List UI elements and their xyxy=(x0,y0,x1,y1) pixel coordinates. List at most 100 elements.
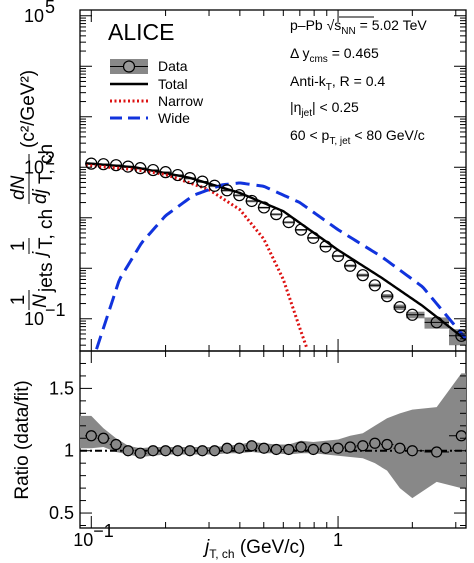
ratio-y-tick-label: 1 xyxy=(64,441,74,461)
annotation-pt-sub: T, jet xyxy=(329,136,350,147)
data-point xyxy=(393,301,406,314)
ylabel-units: (c²/GeV²) xyxy=(18,70,39,148)
annotation-rapidity-sub: cms xyxy=(309,54,327,65)
y-tick-label-exp: 5 xyxy=(45,0,55,17)
ratio-point xyxy=(332,442,344,454)
annotation-pt: 60 < p xyxy=(290,127,330,143)
legend-label-narrow: Narrow xyxy=(158,93,204,109)
ratio-band xyxy=(80,373,466,499)
ratio-point xyxy=(159,445,172,457)
ratio-point xyxy=(258,442,270,454)
ratio-y-tick-label: 1.5 xyxy=(49,378,74,398)
ylabel-one: 1 xyxy=(8,241,29,252)
ratio-point xyxy=(110,438,122,451)
ratio-y-tick-label: 0.5 xyxy=(49,503,74,523)
annotation-algo: Anti-k xyxy=(290,73,327,89)
data-point xyxy=(344,259,357,272)
x-tick-label: 10 xyxy=(73,530,93,550)
data-point xyxy=(85,157,98,170)
data-point xyxy=(430,316,443,329)
top-fit-curves xyxy=(85,162,466,350)
ratio-point xyxy=(307,443,319,456)
y-tick-label-exp: 2 xyxy=(45,148,55,168)
data-error-box xyxy=(424,317,450,329)
data-point xyxy=(159,166,172,179)
ylabel-dj-sub: T, ch xyxy=(36,144,57,184)
legend-data-marker xyxy=(122,60,136,73)
data-point xyxy=(331,249,345,263)
data-point xyxy=(282,216,295,229)
annotation-eta: |η xyxy=(290,99,301,115)
svg-text:|ηjet| < 0.25: |ηjet| < 0.25 xyxy=(290,99,359,119)
annotation-algo-sub: T xyxy=(326,82,332,93)
legend-label-total: Total xyxy=(158,76,188,92)
svg-text:Δ ycms = 0.465: Δ ycms = 0.465 xyxy=(290,45,379,65)
top-data-points xyxy=(85,157,466,342)
data-point xyxy=(183,172,197,185)
annotation-rapidity: Δ y xyxy=(290,45,309,61)
xlabel-units: (GeV/c) xyxy=(235,537,306,558)
ratio-point xyxy=(369,437,381,449)
ylabel-j-sub: T, ch xyxy=(36,209,57,249)
ylabel-n-sub: jets xyxy=(36,262,57,293)
legend-label-wide: Wide xyxy=(158,110,190,126)
data-point xyxy=(233,189,246,202)
annotation-algo-value: , R = 0.4 xyxy=(332,73,386,89)
data-point xyxy=(134,162,147,175)
ratio-point xyxy=(283,443,295,456)
ratio-point xyxy=(344,441,356,453)
data-point xyxy=(146,163,160,177)
axis-tick-labels: 10 −110 210 50.511.510 −1 1 xyxy=(24,0,343,550)
ylabel-dn: dN xyxy=(8,175,29,200)
ylabel-n: N xyxy=(30,294,51,308)
ratio-point xyxy=(246,440,258,452)
y-tick-label: 10 xyxy=(24,309,44,329)
data-point xyxy=(270,208,283,221)
ratio-point xyxy=(431,446,443,458)
legend: Data Total Narrow Wide xyxy=(110,58,204,126)
ratio-point xyxy=(221,442,233,454)
ratio-point xyxy=(208,445,221,457)
ylabel-dj: dj xyxy=(30,188,51,204)
legend-label-data: Data xyxy=(158,58,188,74)
data-point xyxy=(245,194,258,208)
svg-text:Anti-kT, R = 0.4: Anti-kT, R = 0.4 xyxy=(290,73,385,93)
experiment-label: ALICE xyxy=(108,19,174,45)
x-axis-title: jT, ch (GeV/c) xyxy=(202,537,305,561)
x-tick-label: 1 xyxy=(333,530,343,550)
ylabel-j: j xyxy=(30,251,51,259)
ratio-y-axis-title: Ratio (data/fit) xyxy=(12,380,33,499)
ratio-point xyxy=(134,447,146,459)
data-point xyxy=(319,240,332,253)
ratio-point xyxy=(85,430,97,442)
ratio-point xyxy=(172,445,184,457)
data-point xyxy=(97,158,110,171)
data-point xyxy=(208,179,221,192)
data-point xyxy=(220,184,234,197)
ratio-point xyxy=(97,432,110,444)
annotation-block: p–Pb √sNN = 5.02 TeV Δ ycms = 0.465 Anti… xyxy=(290,16,428,147)
data-point xyxy=(109,159,123,172)
y-tick-label-exp: −1 xyxy=(45,300,66,320)
ratio-uncertainty-band xyxy=(80,373,466,499)
data-point xyxy=(307,231,320,244)
data-point xyxy=(294,223,308,236)
xlabel-j: j xyxy=(202,537,210,558)
annotation-energy: p–Pb √s xyxy=(290,17,341,33)
ratio-point xyxy=(455,430,466,442)
ratio-point xyxy=(394,442,406,454)
xlabel-sub: T, ch xyxy=(209,547,234,561)
annotation-eta-sub: jet xyxy=(300,108,312,119)
axis-ticks xyxy=(79,10,466,528)
ratio-point xyxy=(406,445,418,457)
annotation-energy-value: = 5.02 TeV xyxy=(356,17,428,33)
ratio-point xyxy=(122,445,134,457)
data-point xyxy=(196,175,209,188)
ratio-point xyxy=(233,442,245,454)
ratio-point xyxy=(295,441,307,453)
data-point xyxy=(122,160,135,173)
ratio-point xyxy=(357,440,369,452)
annotation-pt-value: < 80 GeV/c xyxy=(350,127,424,143)
curve-wide xyxy=(95,181,466,350)
